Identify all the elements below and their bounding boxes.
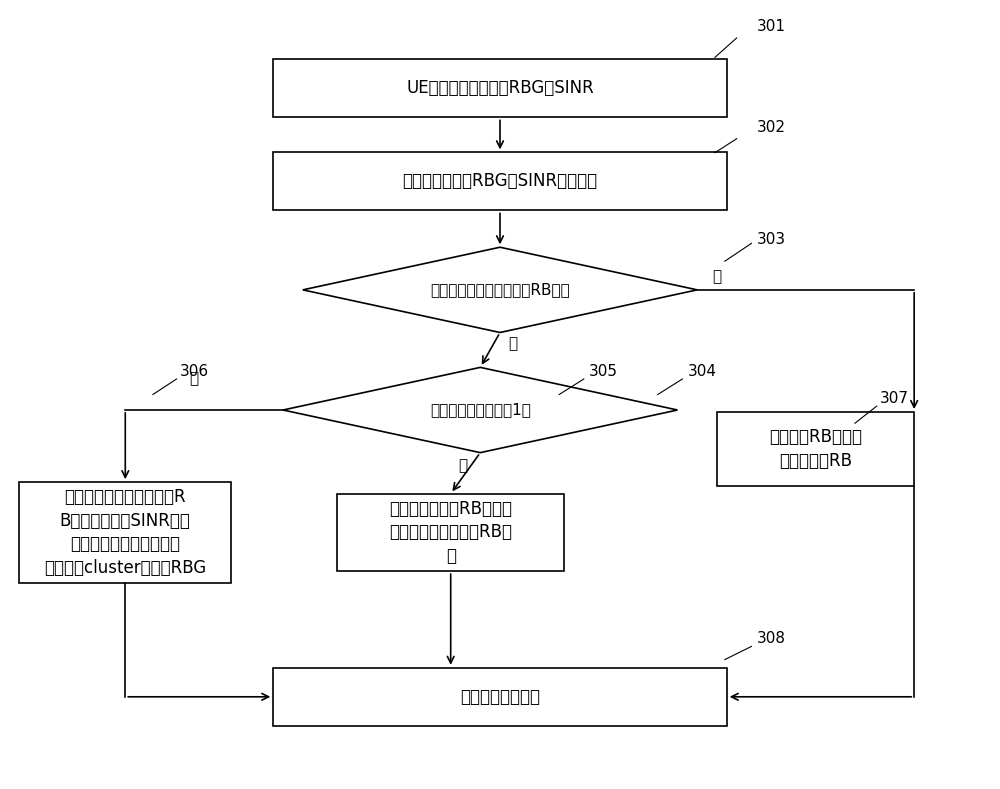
Text: 否: 否 [712, 269, 721, 284]
Text: 是: 是 [459, 458, 468, 473]
Text: 308: 308 [756, 631, 785, 646]
FancyBboxPatch shape [273, 152, 727, 211]
Polygon shape [303, 247, 697, 332]
FancyBboxPatch shape [273, 667, 727, 726]
Text: 302: 302 [756, 120, 785, 135]
Text: 304: 304 [687, 364, 716, 379]
Text: 判断是否需要进行非连续RB分配: 判断是否需要进行非连续RB分配 [430, 282, 570, 297]
Polygon shape [283, 368, 677, 453]
Text: 对测量得到的各RBG的SINR进行排序: 对测量得到的各RBG的SINR进行排序 [402, 172, 598, 190]
FancyBboxPatch shape [337, 494, 564, 571]
Text: 采用连续RB资源分
配方法分配RB: 采用连续RB资源分 配方法分配RB [769, 428, 862, 469]
Text: 选出满足所述需要使用的R
B数的整数个、SINR之和
最高的、包含支持载波传
输方式的cluster个数的RBG: 选出满足所述需要使用的R B数的整数个、SINR之和 最高的、包含支持载波传 输… [44, 488, 206, 577]
Text: 301: 301 [756, 19, 785, 34]
FancyBboxPatch shape [717, 412, 914, 485]
Text: 303: 303 [756, 232, 786, 247]
Text: UE测量信道带宽内各RBG的SINR: UE测量信道带宽内各RBG的SINR [406, 80, 594, 97]
FancyBboxPatch shape [19, 482, 231, 583]
Text: 否: 否 [189, 372, 198, 387]
Text: 结束当前处理流程: 结束当前处理流程 [460, 688, 540, 706]
Text: 305: 305 [589, 364, 618, 379]
FancyBboxPatch shape [273, 59, 727, 118]
Text: 依据上行非连续RB分配约
束策略，进行非连续RB分
配: 依据上行非连续RB分配约 束策略，进行非连续RB分 配 [389, 500, 512, 565]
Text: 306: 306 [180, 364, 209, 379]
Text: 判断是否满足公式（1）: 判断是否满足公式（1） [430, 402, 531, 417]
Text: 是: 是 [508, 337, 517, 352]
Text: 307: 307 [880, 391, 909, 406]
